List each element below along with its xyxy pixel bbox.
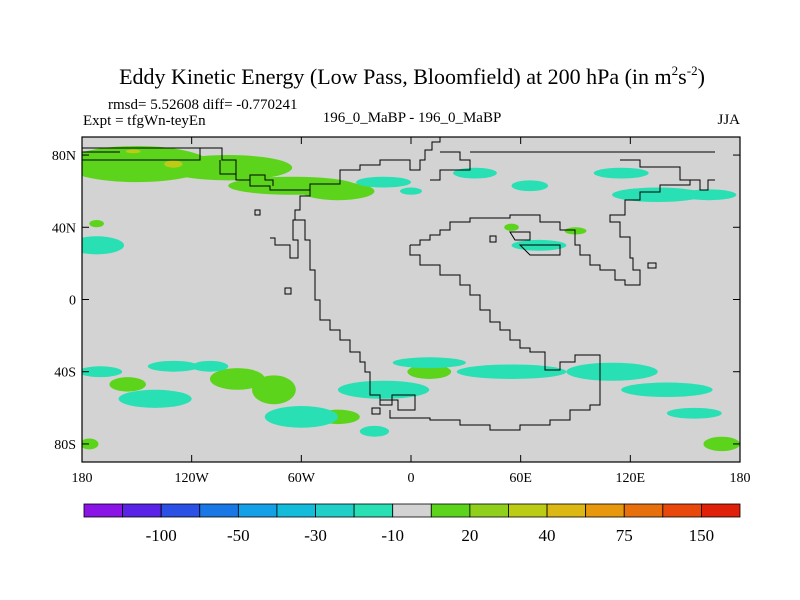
season-label: JJA bbox=[717, 112, 740, 128]
colorbar-swatch bbox=[585, 503, 625, 518]
anomaly-blob bbox=[89, 220, 104, 228]
anomaly-blob bbox=[125, 149, 141, 154]
coastlines bbox=[82, 137, 740, 431]
y-tick-label: 80N bbox=[52, 149, 76, 164]
anomaly-blob bbox=[612, 187, 704, 202]
colorbar-swatch bbox=[237, 503, 278, 518]
colorbar-label: -10 bbox=[381, 526, 404, 545]
colorbar-label: 150 bbox=[689, 526, 715, 545]
difference-label: 196_0_MaBP - 196_0_MaBP bbox=[323, 110, 502, 126]
chart-title: Eddy Kinetic Energy (Low Pass, Bloomfiel… bbox=[119, 63, 705, 89]
anomaly-blob bbox=[118, 389, 192, 408]
experiment-label: Expt = tfgWn-teyEn bbox=[83, 113, 206, 129]
colorbar-swatch bbox=[508, 503, 548, 518]
plot-background bbox=[82, 137, 740, 462]
colorbar-label: -30 bbox=[304, 526, 327, 545]
anomaly-blob bbox=[593, 167, 649, 179]
anomaly-shading bbox=[82, 146, 740, 452]
colorbar-swatch bbox=[623, 503, 664, 518]
x-tick-label: 180 bbox=[730, 471, 751, 486]
x-tick-label: 120E bbox=[616, 471, 646, 486]
x-tick-label: 0 bbox=[408, 471, 415, 486]
anomaly-blob bbox=[164, 160, 183, 168]
colorbar-label: -50 bbox=[227, 526, 250, 545]
anomaly-blob bbox=[456, 364, 567, 379]
anomaly-blob bbox=[147, 360, 199, 372]
anomaly-blob bbox=[191, 360, 229, 372]
anomaly-blob bbox=[621, 382, 713, 397]
anomaly-blob bbox=[337, 380, 430, 399]
anomaly-blob bbox=[82, 438, 99, 450]
colorbar-swatch bbox=[199, 503, 239, 518]
colorbar-swatch bbox=[469, 503, 509, 518]
colorbar-swatch bbox=[546, 503, 587, 518]
anomaly-blob bbox=[504, 223, 519, 231]
old-world-coastline bbox=[284, 179, 700, 431]
x-tick-label: 120W bbox=[175, 471, 210, 486]
anomaly-blob bbox=[703, 436, 740, 452]
colorbar: -100 -50 -30 -10 20 40 75 150 bbox=[83, 503, 741, 545]
anomaly-blob bbox=[392, 357, 466, 369]
anomaly-blob bbox=[82, 236, 125, 255]
colorbar-label: 40 bbox=[539, 526, 556, 545]
colorbar-swatch bbox=[122, 503, 162, 518]
colorbar-swatch bbox=[83, 503, 123, 518]
colorbar-swatch bbox=[160, 503, 201, 518]
anomaly-blob bbox=[511, 180, 549, 192]
colorbar-swatch bbox=[276, 503, 316, 518]
anomaly-blob bbox=[407, 364, 452, 379]
anomaly-blob bbox=[453, 167, 497, 179]
colorbar-label: 20 bbox=[461, 526, 478, 545]
y-tick-label: 0 bbox=[69, 294, 76, 309]
anomaly-blob bbox=[666, 407, 722, 419]
colorbar-swatch bbox=[315, 503, 355, 518]
anomaly-blob bbox=[251, 375, 296, 405]
anomaly-blob bbox=[566, 362, 658, 381]
anomaly-blob bbox=[264, 406, 338, 428]
anomaly-blob bbox=[400, 187, 422, 195]
anomaly-blob bbox=[209, 368, 265, 390]
anomaly-blob bbox=[359, 425, 390, 437]
x-tick-label: 60W bbox=[288, 471, 316, 486]
axes: 180 120W 60W 0 60E 120E 180 80N 40N 0 40S 80S bbox=[52, 137, 751, 486]
y-tick-label: 40S bbox=[54, 366, 76, 381]
colorbar-label: -100 bbox=[146, 526, 177, 545]
colorbar-swatch bbox=[430, 503, 471, 518]
anomaly-blob bbox=[109, 377, 146, 392]
colorbar-swatch bbox=[353, 503, 394, 518]
stats-label: rmsd= 5.52608 diff= -0.770241 bbox=[108, 97, 298, 113]
anomaly-blob bbox=[681, 189, 737, 201]
anomaly-blob bbox=[301, 182, 375, 201]
y-tick-label: 80S bbox=[54, 438, 76, 453]
colorbar-swatch bbox=[662, 503, 702, 518]
anomaly-blob bbox=[356, 176, 412, 188]
colorbar-label: 75 bbox=[616, 526, 633, 545]
x-tick-label: 60E bbox=[509, 471, 532, 486]
colorbar-swatch bbox=[392, 503, 432, 518]
anomaly-blob bbox=[164, 155, 293, 181]
anomaly-blob bbox=[82, 366, 123, 378]
x-tick-label: 180 bbox=[72, 471, 93, 486]
y-tick-label: 40N bbox=[52, 221, 76, 236]
colorbar-swatch bbox=[701, 503, 741, 518]
